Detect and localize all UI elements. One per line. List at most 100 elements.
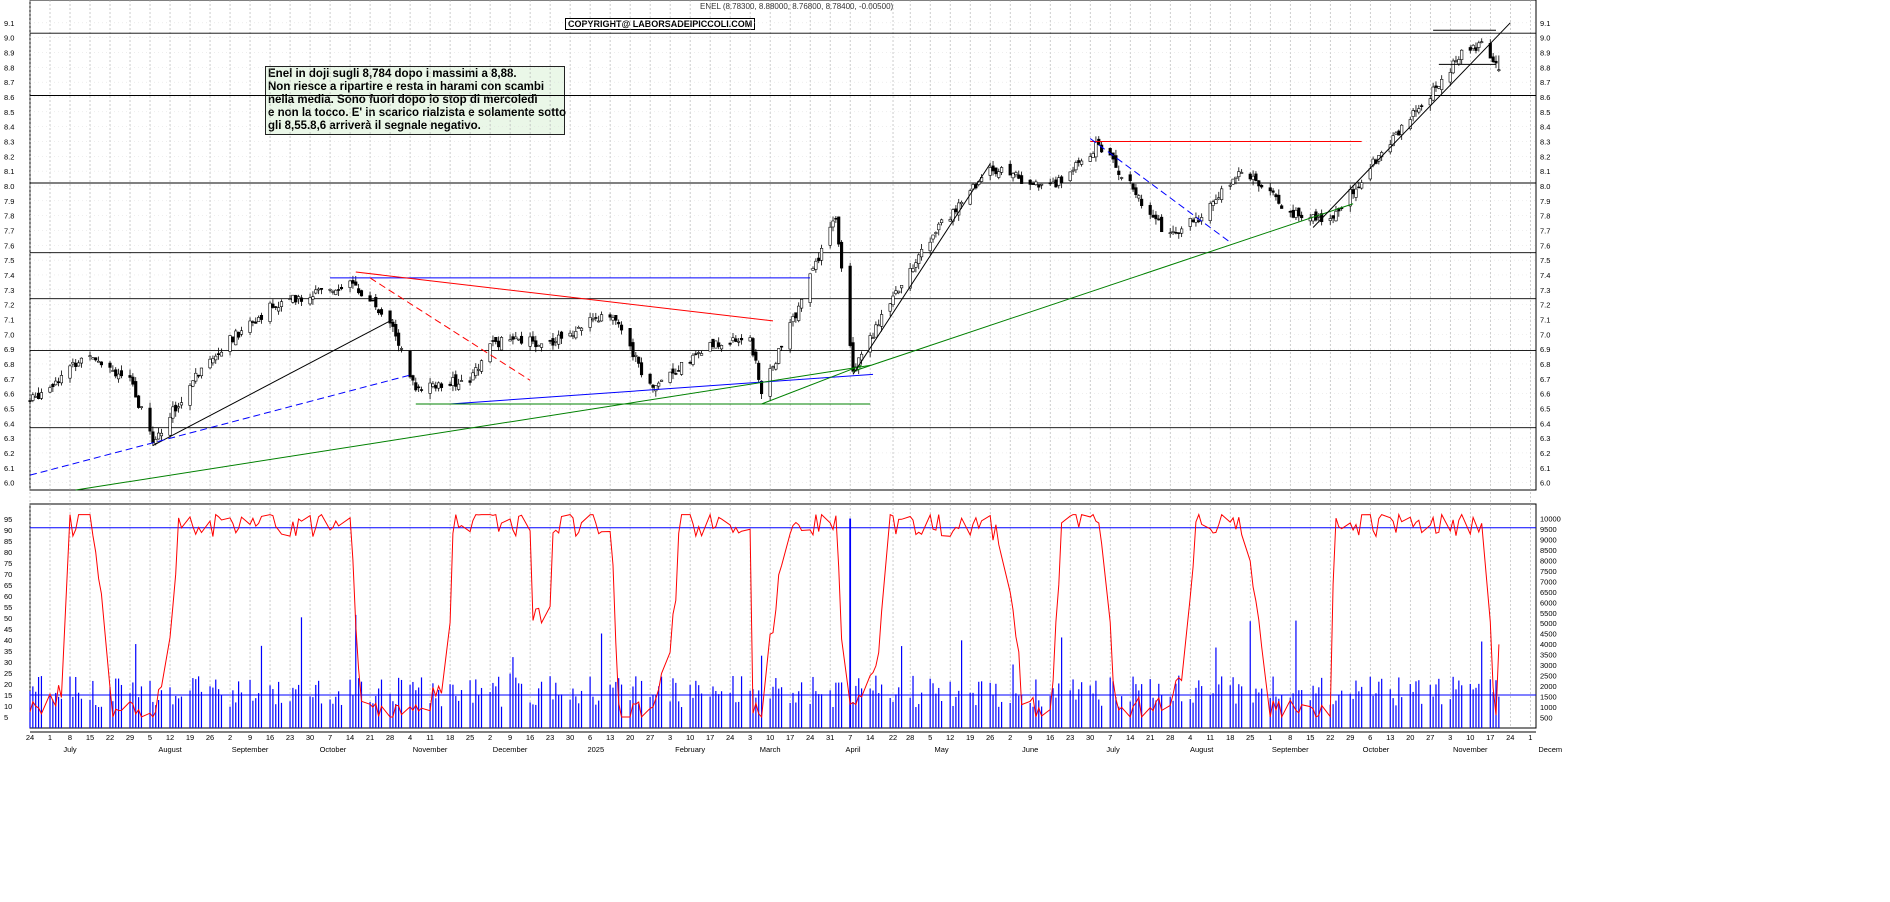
- candle-body: [439, 383, 444, 388]
- candle-body: [911, 268, 915, 272]
- candle-body: [348, 280, 352, 288]
- candle-body: [1440, 79, 1444, 90]
- candle-body: [1208, 203, 1212, 221]
- candle-body: [788, 322, 792, 350]
- x-tick-label: 31: [826, 733, 834, 742]
- candle-body: [1497, 69, 1501, 71]
- candle-body: [1160, 216, 1164, 233]
- candle-body: [1317, 215, 1321, 218]
- trendline: [450, 373, 874, 405]
- candle-body: [1217, 197, 1221, 200]
- candle-body: [1411, 110, 1415, 117]
- x-tick-label: 16: [1046, 733, 1054, 742]
- x-tick-label: 14: [866, 733, 874, 742]
- x-tick-label: 30: [566, 733, 574, 742]
- note-line: e non la tocco. E' in scarico rialzista …: [268, 107, 566, 119]
- candle-body: [1017, 174, 1021, 179]
- candle-body: [397, 332, 401, 346]
- candle-body: [208, 358, 212, 369]
- candle-body: [1397, 130, 1401, 136]
- volume-tick-label: 5500: [1540, 609, 1557, 618]
- candle-body: [871, 337, 875, 340]
- candle-body: [279, 301, 284, 307]
- candle-body: [1254, 173, 1258, 182]
- candle-body: [808, 273, 812, 303]
- candle-body: [1214, 199, 1218, 204]
- candle-body: [431, 383, 435, 387]
- x-tick-label: 5: [148, 733, 152, 742]
- candle-body: [231, 336, 235, 343]
- x-tick-label: 30: [1086, 733, 1094, 742]
- candle-body: [97, 360, 101, 363]
- candle-body: [708, 342, 712, 352]
- candle-body: [854, 366, 858, 372]
- trendline: [852, 163, 991, 375]
- candle-body: [719, 345, 724, 350]
- candle-body: [434, 385, 438, 389]
- candle-body: [1457, 59, 1461, 65]
- candle-body: [91, 357, 95, 360]
- candle-body: [1437, 86, 1441, 89]
- volume-tick-label: 3500: [1540, 651, 1557, 660]
- candle-body: [214, 355, 218, 361]
- candle-body: [394, 323, 398, 337]
- trendline: [1312, 22, 1511, 228]
- price-tick-label-right: 6.9: [1540, 345, 1550, 354]
- candle-body: [1271, 190, 1275, 193]
- x-tick-label: 3: [1448, 733, 1452, 742]
- trendline: [75, 364, 871, 491]
- candle-body: [239, 330, 244, 335]
- candle-body: [59, 375, 64, 384]
- candle-body: [1088, 156, 1092, 162]
- candle-body: [54, 380, 58, 386]
- candle-body: [1277, 194, 1281, 204]
- x-tick-label: 13: [606, 733, 614, 742]
- candle-body: [957, 202, 961, 216]
- price-tick-label-right: 8.7: [1540, 78, 1550, 87]
- candle-body: [539, 343, 544, 348]
- oscillator-tick-label: 90: [4, 526, 12, 535]
- candle-body: [448, 383, 452, 386]
- x-month-label: September: [1272, 745, 1309, 754]
- candle-body: [900, 285, 904, 289]
- candle-body: [611, 317, 615, 321]
- oscillator-tick-label: 20: [4, 680, 12, 689]
- volume-tick-label: 10000: [1540, 514, 1561, 523]
- candle-body: [880, 314, 884, 327]
- oscillator-tick-label: 85: [4, 537, 12, 546]
- candle-body: [914, 262, 918, 268]
- price-tick-label-right: 6.4: [1540, 419, 1550, 428]
- x-tick-label: 14: [346, 733, 354, 742]
- candle-body: [554, 341, 558, 343]
- x-tick-label: 9: [248, 733, 252, 742]
- candle-body: [1220, 188, 1224, 200]
- candle-body: [599, 314, 604, 322]
- candle-body: [1294, 209, 1298, 218]
- candle-body: [357, 288, 361, 294]
- candle-body: [94, 357, 98, 361]
- candle-body: [131, 376, 135, 385]
- candle-body: [354, 281, 358, 286]
- oscillator-tick-label: 25: [4, 669, 12, 678]
- candle-body: [1060, 176, 1064, 184]
- x-tick-label: 10: [1466, 733, 1474, 742]
- x-month-label: October: [1363, 745, 1390, 754]
- x-tick-label: 27: [1426, 733, 1434, 742]
- candle-body: [531, 336, 535, 342]
- candle-body: [217, 353, 221, 355]
- candle-body: [948, 219, 952, 222]
- candle-body: [528, 336, 532, 347]
- volume-tick-label: 2500: [1540, 672, 1557, 681]
- candle-body: [51, 384, 55, 388]
- candle-body: [994, 167, 998, 175]
- copyright-label: COPYRIGHT@ LABORSADEIPICCOLI.COM: [565, 18, 756, 30]
- volume-tick-label: 2000: [1540, 682, 1557, 691]
- x-tick-label: 19: [186, 733, 194, 742]
- candle-body: [511, 336, 515, 340]
- price-tick-label-right: 6.2: [1540, 449, 1550, 458]
- candle-body: [1188, 218, 1192, 227]
- candle-body: [1460, 49, 1464, 60]
- price-tick-label-right: 6.5: [1540, 404, 1550, 413]
- candle-body: [299, 297, 304, 302]
- x-tick-label: 24: [726, 733, 734, 742]
